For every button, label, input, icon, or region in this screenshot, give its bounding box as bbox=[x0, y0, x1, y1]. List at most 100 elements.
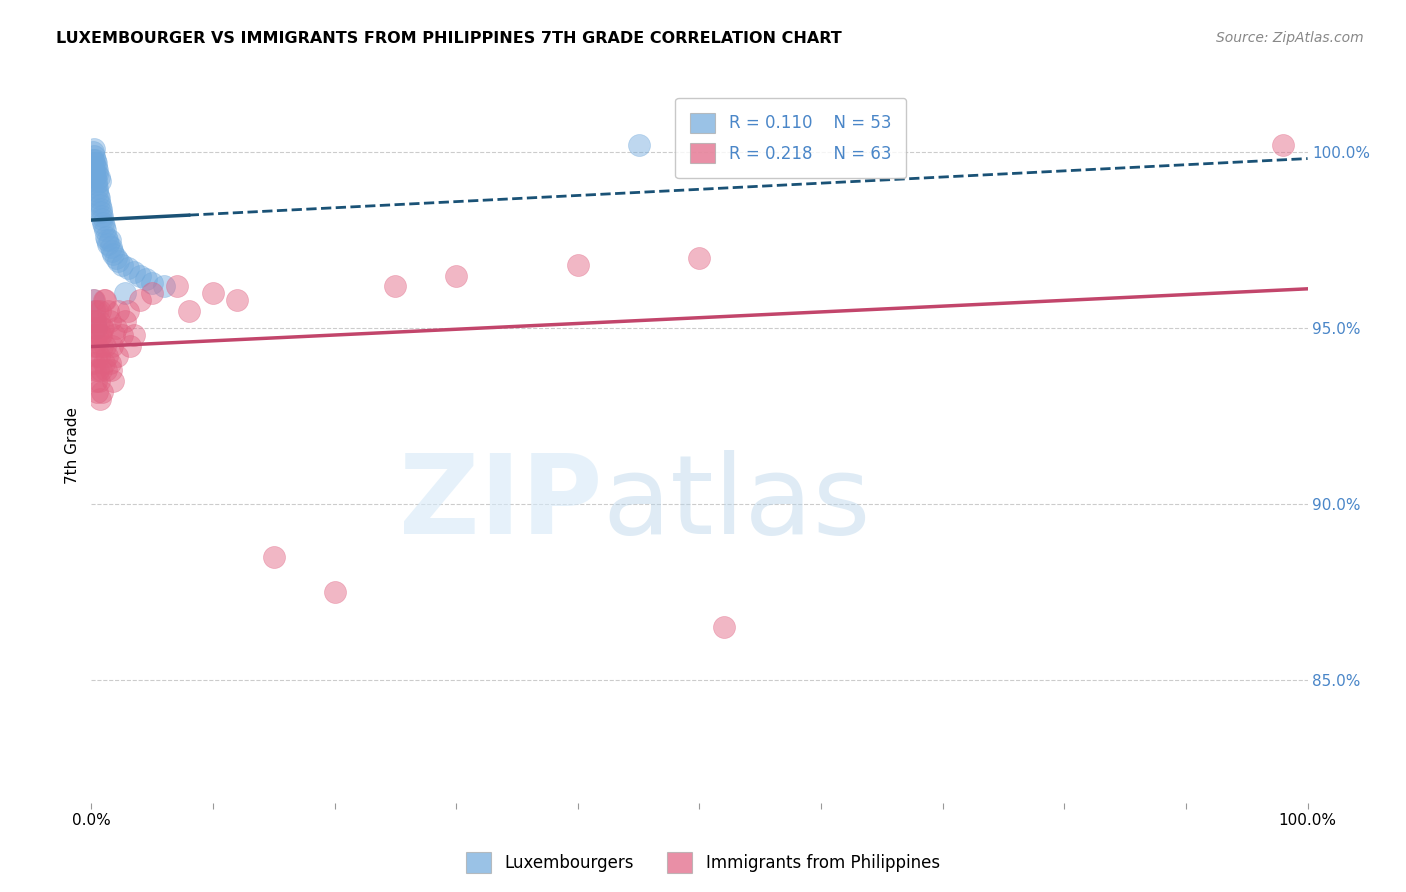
Point bbox=[87, 314, 110, 328]
Point bbox=[103, 374, 125, 388]
Point bbox=[98, 233, 121, 247]
Point bbox=[384, 279, 406, 293]
Legend: Luxembourgers, Immigrants from Philippines: Luxembourgers, Immigrants from Philippin… bbox=[460, 846, 946, 880]
Point bbox=[129, 293, 152, 307]
Point bbox=[114, 314, 136, 328]
Point bbox=[87, 170, 110, 185]
Point bbox=[93, 219, 115, 234]
Point bbox=[82, 160, 104, 174]
Point bbox=[84, 350, 107, 364]
Y-axis label: 7th Grade: 7th Grade bbox=[65, 408, 80, 484]
Point bbox=[122, 265, 145, 279]
Point bbox=[120, 339, 142, 353]
Point bbox=[104, 251, 127, 265]
Point bbox=[100, 363, 122, 377]
Legend: R = 0.110    N = 53, R = 0.218    N = 63: R = 0.110 N = 53, R = 0.218 N = 63 bbox=[675, 97, 905, 178]
Point bbox=[84, 314, 107, 328]
Point bbox=[98, 314, 121, 328]
Point bbox=[91, 321, 114, 335]
Point bbox=[100, 240, 122, 254]
Point bbox=[82, 145, 104, 160]
Point bbox=[84, 303, 107, 318]
Point bbox=[135, 272, 157, 286]
Point bbox=[713, 620, 735, 634]
Point bbox=[101, 244, 124, 258]
Point bbox=[82, 314, 104, 328]
Point bbox=[82, 153, 104, 167]
Point bbox=[96, 233, 118, 247]
Point bbox=[94, 223, 117, 237]
Point bbox=[87, 187, 110, 202]
Point bbox=[83, 156, 105, 170]
Point bbox=[122, 328, 145, 343]
Point bbox=[627, 138, 650, 153]
Point bbox=[86, 339, 108, 353]
Point bbox=[103, 247, 125, 261]
Point bbox=[86, 163, 108, 178]
Point bbox=[129, 268, 152, 283]
Point bbox=[83, 293, 105, 307]
Point bbox=[82, 328, 104, 343]
Point bbox=[104, 321, 127, 335]
Point bbox=[89, 328, 111, 343]
Point bbox=[111, 258, 134, 272]
Point bbox=[97, 303, 120, 318]
Point bbox=[141, 276, 163, 290]
Point bbox=[91, 216, 114, 230]
Point bbox=[202, 286, 225, 301]
Text: Source: ZipAtlas.com: Source: ZipAtlas.com bbox=[1216, 31, 1364, 45]
Point bbox=[89, 392, 111, 406]
Point bbox=[141, 286, 163, 301]
Point bbox=[89, 328, 111, 343]
Point bbox=[91, 384, 114, 399]
Point bbox=[105, 350, 128, 364]
Point bbox=[89, 194, 111, 209]
Point bbox=[86, 180, 108, 194]
Point bbox=[87, 350, 110, 364]
Point bbox=[96, 350, 118, 364]
Point bbox=[84, 173, 107, 187]
Point bbox=[84, 156, 107, 170]
Point bbox=[166, 279, 188, 293]
Point bbox=[83, 163, 105, 178]
Point bbox=[82, 293, 104, 307]
Point bbox=[117, 303, 139, 318]
Point bbox=[86, 184, 108, 198]
Point bbox=[94, 293, 117, 307]
Text: LUXEMBOURGER VS IMMIGRANTS FROM PHILIPPINES 7TH GRADE CORRELATION CHART: LUXEMBOURGER VS IMMIGRANTS FROM PHILIPPI… bbox=[56, 31, 842, 46]
Text: atlas: atlas bbox=[602, 450, 870, 557]
Point bbox=[567, 258, 589, 272]
Point bbox=[83, 149, 105, 163]
Point bbox=[263, 549, 285, 564]
Point bbox=[153, 279, 176, 293]
Point bbox=[323, 585, 346, 599]
Point bbox=[84, 314, 107, 328]
Point bbox=[83, 142, 105, 156]
Point bbox=[688, 251, 710, 265]
Point bbox=[86, 328, 108, 343]
Point bbox=[83, 167, 105, 181]
Point bbox=[90, 205, 112, 219]
Point bbox=[84, 160, 107, 174]
Point bbox=[94, 339, 117, 353]
Point bbox=[83, 356, 105, 370]
Point bbox=[1272, 138, 1295, 153]
Point bbox=[226, 293, 249, 307]
Point bbox=[89, 202, 111, 216]
Point bbox=[89, 303, 111, 318]
Point bbox=[90, 209, 112, 223]
Point bbox=[84, 153, 107, 167]
Point bbox=[111, 328, 134, 343]
Point bbox=[84, 321, 107, 335]
Point bbox=[84, 374, 107, 388]
Point bbox=[90, 363, 112, 377]
Point bbox=[93, 356, 115, 370]
Point bbox=[89, 374, 111, 388]
Point bbox=[444, 268, 467, 283]
Point bbox=[89, 173, 111, 187]
Point bbox=[84, 321, 107, 335]
Point bbox=[90, 339, 112, 353]
Point bbox=[84, 170, 107, 185]
Point bbox=[86, 303, 108, 318]
Point bbox=[87, 363, 110, 377]
